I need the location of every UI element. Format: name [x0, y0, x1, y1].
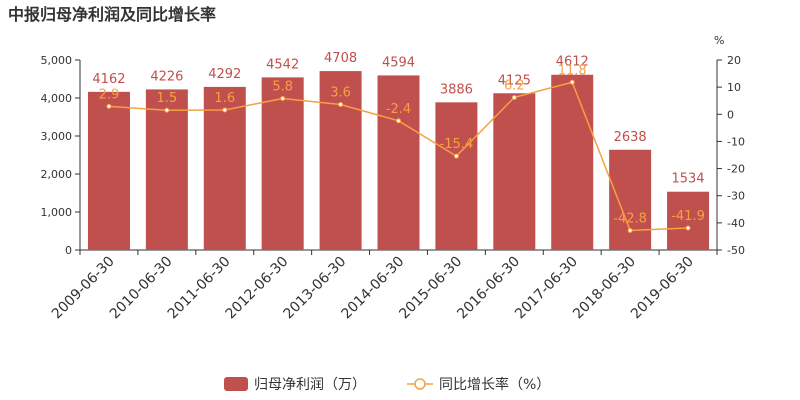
left-tick-label: 0 — [65, 244, 72, 257]
line-value-label: 2.9 — [99, 87, 120, 102]
left-tick-label: 2,000 — [41, 168, 73, 181]
left-tick-label: 3,000 — [41, 130, 73, 143]
line-value-label: 1.6 — [214, 91, 235, 106]
legend-bar-label: 归母净利润（万） — [254, 376, 366, 393]
right-tick-label: -50 — [727, 244, 745, 257]
line-value-label: 6.2 — [504, 78, 525, 93]
legend[interactable]: 归母净利润（万） 同比增长率（%） — [224, 376, 550, 393]
line-value-label: 11.8 — [558, 63, 587, 78]
line-value-label: -42.8 — [613, 211, 647, 226]
line-point — [106, 103, 112, 109]
bar — [145, 89, 188, 250]
bar — [87, 91, 130, 251]
line-value-label: -15.4 — [440, 137, 474, 152]
right-axis-unit: % — [714, 34, 724, 47]
bar — [261, 77, 304, 251]
bar — [551, 74, 594, 250]
line-point — [164, 107, 170, 113]
right-tick-label: 10 — [727, 81, 741, 94]
bar-series: 4162 4226 4292 4542 4708 4594 3886 4125 4612 2638… — [87, 51, 710, 251]
bar-value-label: 4594 — [382, 55, 415, 70]
line-point — [569, 79, 575, 85]
bar-value-label: 4612 — [556, 55, 589, 70]
line-value-label: 3.6 — [330, 86, 351, 101]
bar — [203, 86, 246, 251]
line-point — [338, 102, 344, 108]
legend-line-marker — [414, 378, 426, 390]
line-point — [511, 94, 517, 100]
right-tick-label: 0 — [727, 108, 734, 121]
x-axis-labels: 2009-06-302010-06-302011-06-302012-06-30… — [49, 254, 697, 323]
bar-value-label: 4162 — [92, 72, 125, 87]
line-value-label: 5.8 — [272, 80, 293, 95]
line-point — [222, 107, 228, 113]
line-value-label: -2.4 — [386, 102, 411, 117]
line-value-label: -41.9 — [671, 209, 705, 224]
line-series: 2.9 1.5 1.6 5.8 3.6 -2.4 -15.4 6.2 11.8 -42.8 -41.… — [99, 63, 705, 233]
left-tick-label: 4,000 — [41, 92, 73, 105]
line-point — [685, 225, 691, 231]
bar-value-label: 4292 — [208, 67, 241, 82]
bar — [609, 149, 652, 250]
right-tick-label: -30 — [727, 190, 745, 203]
bar-value-label: 4542 — [266, 57, 299, 72]
bar — [667, 191, 710, 250]
line-point — [627, 227, 633, 233]
right-tick-label: -20 — [727, 163, 745, 176]
bar — [493, 93, 536, 250]
line-point — [396, 118, 401, 124]
chart-title: 中报归母净利润及同比增长率 — [8, 5, 216, 24]
bar-value-label: 4226 — [150, 69, 183, 84]
x-tick-label: 2019-06-30 — [628, 254, 697, 323]
bar — [377, 75, 420, 250]
bar — [435, 102, 478, 250]
right-tick-label: -10 — [727, 135, 745, 148]
right-tick-label: -40 — [727, 217, 745, 230]
line-point — [280, 96, 286, 102]
left-tick-label: 1,000 — [41, 206, 73, 219]
bar — [319, 71, 362, 250]
bar-value-label: 1534 — [671, 172, 704, 187]
legend-line-label: 同比增长率（%） — [439, 376, 550, 393]
bar-value-label: 4708 — [324, 51, 357, 66]
line-point — [453, 153, 459, 159]
left-tick-label: 5,000 — [41, 54, 73, 67]
right-tick-label: 20 — [727, 54, 741, 67]
bar-value-label: 4125 — [498, 73, 531, 88]
bar-value-label: 3886 — [440, 82, 473, 97]
legend-bar-swatch — [224, 377, 248, 391]
line-value-label: 1.5 — [157, 91, 178, 106]
bar-value-label: 2638 — [614, 130, 647, 145]
